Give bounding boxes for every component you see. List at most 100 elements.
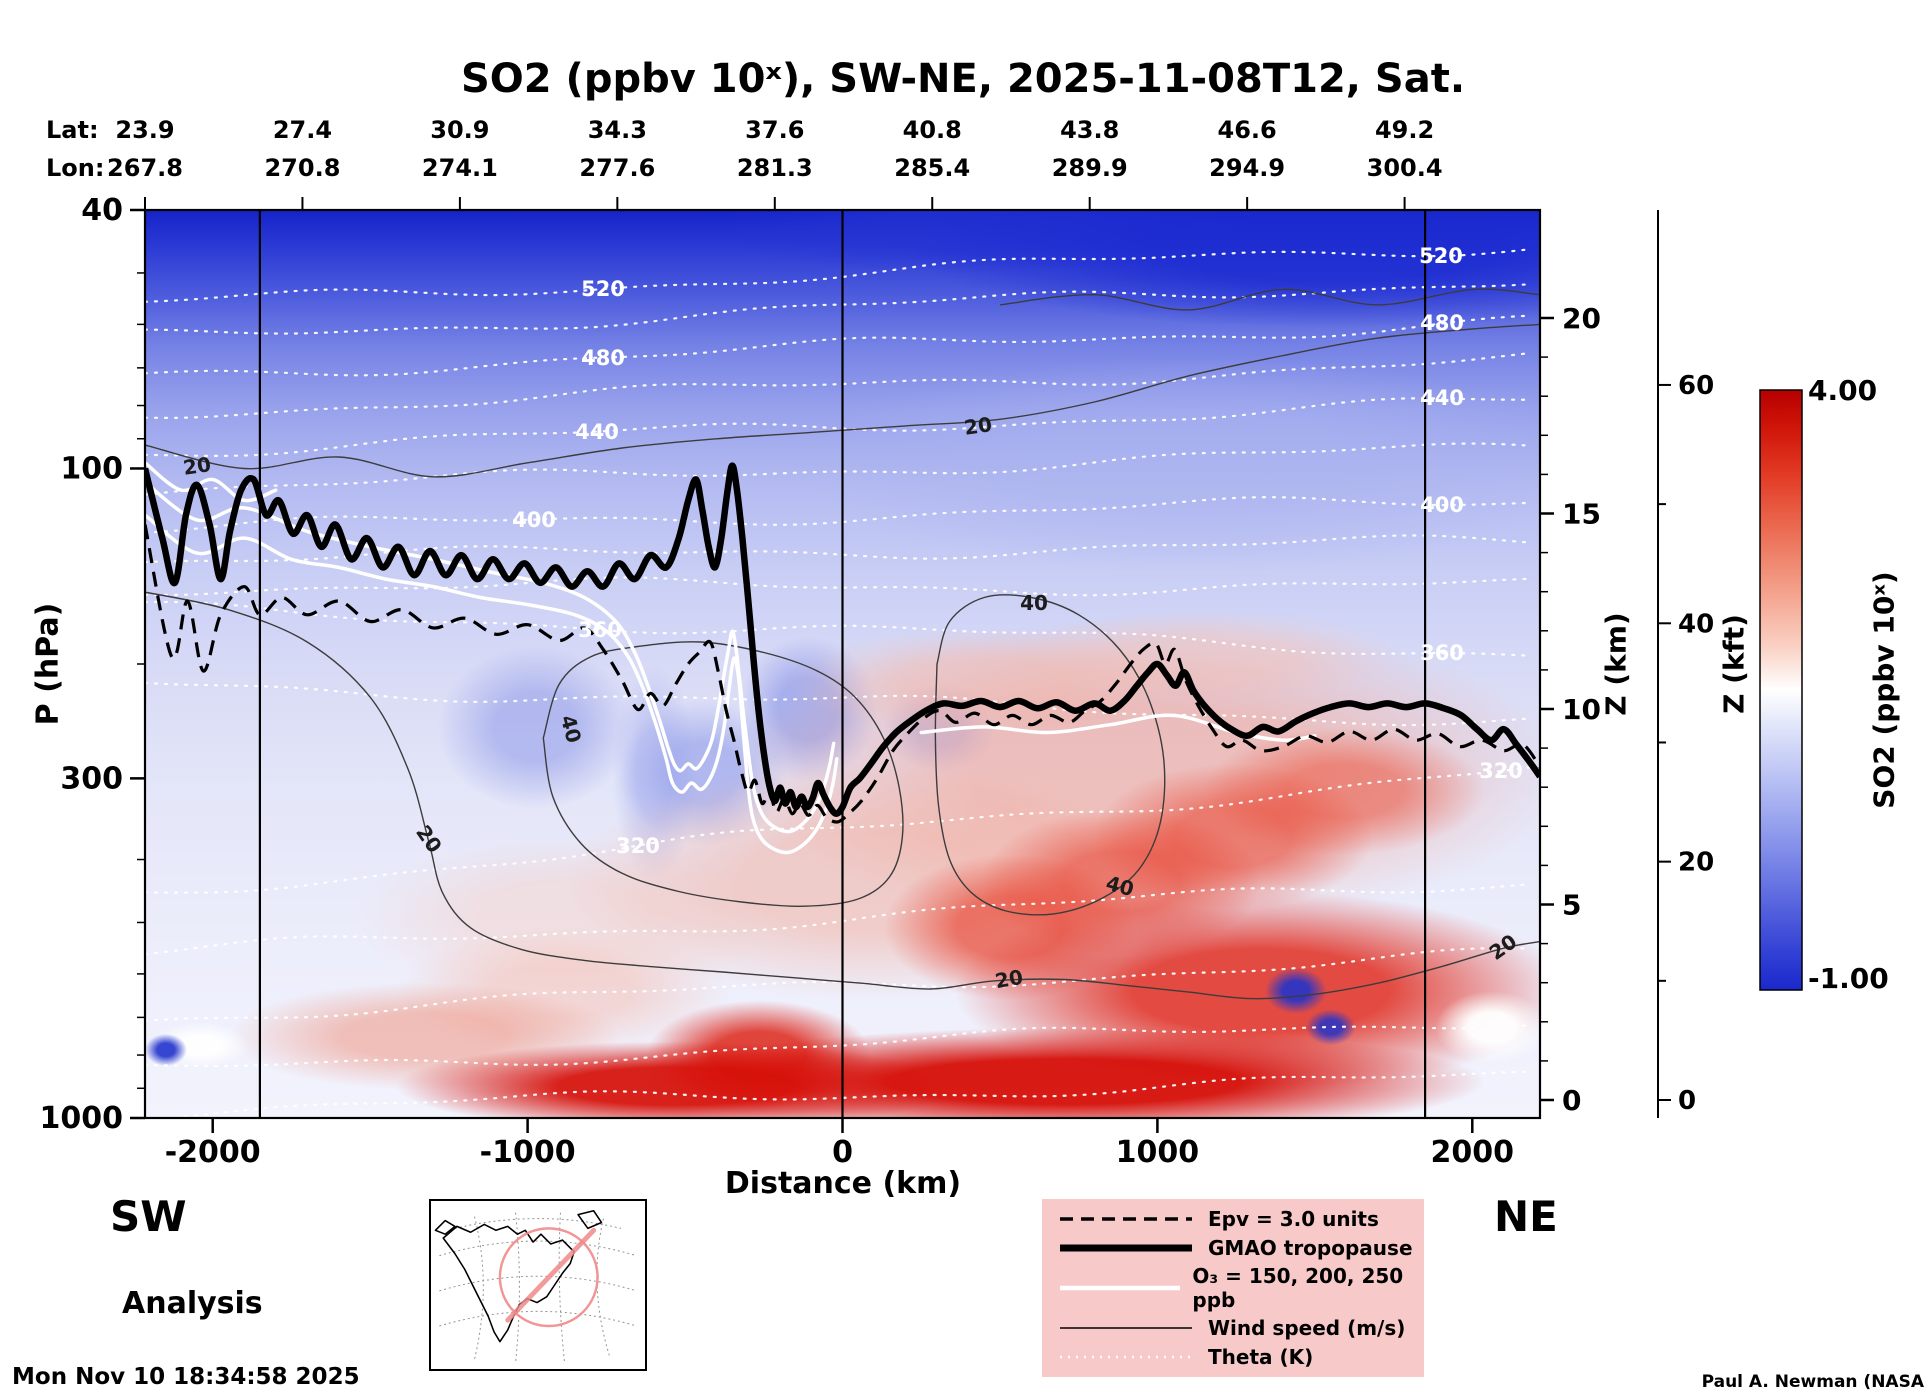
colorbar-title: SO2 (ppbv 10ˣ) (1867, 571, 1901, 809)
theta-contour-label: 440 (1420, 386, 1464, 410)
theta-contour-label: 320 (1479, 759, 1523, 783)
wind-contour-label: 20 (182, 452, 213, 480)
lat-value: 43.8 (1060, 116, 1120, 144)
map-projection-circle (498, 1227, 599, 1328)
lat-value: 27.4 (272, 116, 333, 144)
z-tick-label: 15 (1562, 498, 1601, 531)
longitude-axis-row: Lon: 267.8 270.8 274.1 277.6 281.3 285.4 289.9 2… (0, 154, 1926, 184)
ne-end-label: NE (1494, 1192, 1558, 1241)
wind-contour-label: 20 (993, 965, 1025, 993)
legend-line-sample (1060, 1217, 1192, 1222)
legend-item: Theta (K) (1056, 1345, 1424, 1369)
figure-title: SO2 (ppbv 10ˣ), SW-NE, 2025-11-08T12, Sa… (460, 56, 1466, 102)
inset-map (429, 1199, 647, 1371)
credit: Paul A. Newman (NASA (1701, 1372, 1924, 1392)
map-coastline (434, 1209, 603, 1343)
x-tick-label: -1000 (480, 1135, 576, 1170)
timestamp: Mon Nov 10 18:34:58 2025 (12, 1364, 360, 1390)
theta-contours (145, 248, 1532, 1118)
legend-item: Wind speed (m/s) (1056, 1316, 1424, 1340)
lat-value: 34.3 (587, 116, 647, 144)
kft-tick-label: 60 (1678, 371, 1714, 401)
top-axis-ticks (144, 197, 1406, 210)
wind-contour-label: 40 (556, 712, 586, 745)
lat-value: 49.2 (1374, 116, 1435, 144)
p-tick-label: 40 (81, 193, 123, 228)
lon-value: 274.1 (421, 154, 498, 182)
colorbar (1759, 389, 1803, 991)
z-kft-axis-title: Z (kft) (1717, 614, 1751, 714)
wind-contour-label: 20 (411, 821, 447, 858)
z-tick-label: 20 (1562, 302, 1601, 335)
colorbar-max-label: 4.00 (1808, 374, 1878, 407)
pressure-axis-title: P (hPa) (30, 602, 66, 726)
x-axis-title: Distance (km) (724, 1166, 962, 1201)
legend-item-label: Epv = 3.0 units (1208, 1207, 1379, 1232)
x-tick-label: 1000 (1116, 1135, 1200, 1170)
legend-item-label: Wind speed (m/s) (1208, 1316, 1406, 1341)
theta-contour-label: 480 (581, 346, 625, 370)
theta-contour-label: 440 (575, 420, 619, 444)
p-tick-label: 300 (60, 761, 123, 796)
sw-end-label: SW (110, 1192, 187, 1241)
lon-value: 277.6 (579, 154, 656, 182)
wind-contour-label: 20 (1485, 929, 1522, 965)
wind-contour-label: 40 (1020, 591, 1048, 615)
kft-tick-label: 20 (1678, 848, 1714, 878)
lon-value: 294.9 (1209, 154, 1286, 182)
lon-value: 267.8 (107, 154, 183, 182)
legend-item-label: GMAO tropopause (1208, 1235, 1413, 1260)
x-tick-label: 2000 (1431, 1135, 1515, 1170)
z-km-axis-title: Z (km) (1599, 612, 1633, 716)
x-axis-ticks (211, 1118, 1474, 1133)
theta-contour-label: 400 (1420, 493, 1464, 517)
theta-contour-label: 520 (1419, 244, 1463, 268)
lon-value: 300.4 (1366, 154, 1443, 182)
kft-tick-labels: 0 20 40 60 (1678, 371, 1714, 1116)
z-tick-labels: 0 5 10 15 20 (1562, 302, 1601, 1117)
z-tick-label: 10 (1562, 693, 1601, 726)
legend-item: GMAO tropopause (1056, 1236, 1424, 1260)
z-axis-minor-ticks (1540, 356, 1548, 1062)
lat-value: 37.6 (745, 116, 805, 144)
legend-item-label: O₃ = 150, 200, 250 ppb (1192, 1263, 1404, 1312)
map-transect-line (505, 1227, 597, 1323)
theta-contour-labels: 520 520 480 480 440 440 400 400 360 360 320 320 (512, 244, 1523, 858)
section-marker-lines (258, 210, 1427, 1118)
theta-contour-label: 520 (581, 277, 625, 301)
map-graticule (439, 1212, 637, 1364)
lon-value: 281.3 (736, 154, 813, 182)
legend-line-sample (1060, 1244, 1192, 1252)
z-tick-label: 5 (1562, 889, 1581, 922)
theta-contour-label: 360 (578, 618, 622, 642)
wind-contour-label: 20 (963, 412, 994, 440)
theta-contour-label: 400 (512, 508, 556, 532)
legend-line-sample (1060, 1285, 1181, 1291)
p-tick-label: 100 (60, 451, 123, 486)
kft-tick-label: 0 (1678, 1086, 1696, 1116)
pressure-tick-labels: 40 100 300 1000 (40, 193, 124, 1136)
lat-value: 40.8 (902, 116, 962, 144)
lon-value: 289.9 (1051, 154, 1128, 182)
wind-contours (145, 288, 1540, 1000)
lat-value: 30.9 (430, 116, 490, 144)
legend-line-sample (1060, 1355, 1192, 1358)
latitude-axis-row: Lat: 23.9 27.4 30.9 34.3 37.6 40.8 43.8 46.6 49.2 (0, 116, 1926, 146)
pressure-axis-minor-ticks (137, 272, 145, 1090)
kft-tick-label: 40 (1678, 609, 1714, 639)
theta-contour-label: 360 (1420, 641, 1464, 665)
tropopause-line (145, 462, 1540, 817)
colorbar-gradient (1759, 389, 1803, 991)
legend-item: O₃ = 150, 200, 250 ppb (1056, 1264, 1424, 1312)
lon-axis-label: Lon: (46, 154, 105, 182)
lon-value: 270.8 (264, 154, 341, 182)
colorbar-min-label: -1.00 (1808, 962, 1889, 995)
z-axis-ticks (1540, 316, 1554, 1102)
lat-value: 46.6 (1217, 116, 1277, 144)
analysis-label: Analysis (122, 1286, 263, 1321)
lon-value: 285.4 (894, 154, 971, 182)
legend: Epv = 3.0 units GMAO tropopause O₃ = 150, … (1042, 1199, 1424, 1377)
